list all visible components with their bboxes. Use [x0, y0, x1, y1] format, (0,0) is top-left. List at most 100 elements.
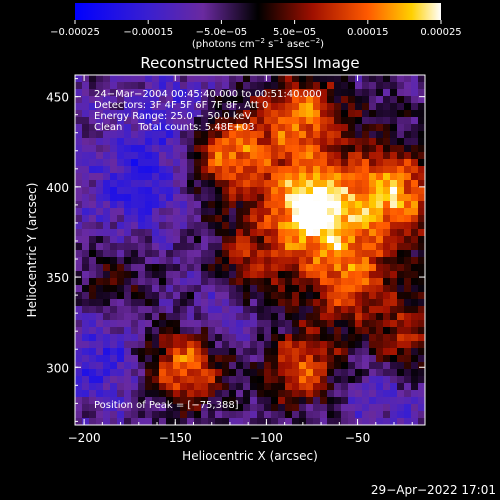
heatmap-cell	[180, 124, 188, 132]
heatmap-cell	[327, 159, 335, 167]
heatmap-cell	[166, 145, 174, 153]
heatmap-cell	[215, 236, 223, 244]
heatmap-cell	[89, 215, 97, 223]
heatmap-cell	[383, 292, 391, 300]
heatmap-cell	[348, 103, 356, 111]
heatmap-cell	[271, 75, 279, 83]
heatmap-cell	[173, 250, 181, 258]
heatmap-cell	[159, 208, 167, 216]
heatmap-cell	[397, 145, 405, 153]
heatmap-cell	[124, 292, 132, 300]
heatmap-cell	[173, 348, 181, 356]
heatmap-cell	[404, 124, 412, 132]
heatmap-cell	[306, 418, 314, 425]
heatmap-cell	[82, 138, 90, 146]
heatmap-cell	[110, 215, 118, 223]
heatmap-cell	[376, 124, 384, 132]
heatmap-cell	[131, 194, 139, 202]
heatmap-cell	[96, 229, 104, 237]
heatmap-cell	[306, 82, 314, 90]
heatmap-cell	[313, 250, 321, 258]
heatmap-cell	[348, 75, 356, 83]
heatmap-cell	[418, 390, 425, 398]
heatmap-cell	[264, 159, 272, 167]
x-tick-label: −50	[345, 431, 370, 445]
heatmap-cell	[215, 159, 223, 167]
heatmap-cell	[285, 110, 293, 118]
heatmap-cell	[348, 208, 356, 216]
heatmap-cell	[383, 131, 391, 139]
heatmap-cell	[243, 390, 251, 398]
heatmap-cell	[390, 159, 398, 167]
heatmap-cell	[110, 327, 118, 335]
heatmap-cell	[75, 250, 83, 258]
heatmap-cell	[187, 411, 195, 419]
heatmap-cell	[292, 215, 300, 223]
heatmap-cell	[103, 313, 111, 321]
heatmap-cell	[320, 208, 328, 216]
heatmap-cell	[96, 243, 104, 251]
heatmap-cell	[145, 341, 153, 349]
heatmap-cell	[418, 327, 425, 335]
heatmap-cell	[411, 320, 419, 328]
heatmap-cell	[320, 390, 328, 398]
heatmap-cell	[271, 138, 279, 146]
heatmap-cell	[96, 187, 104, 195]
heatmap-cell	[250, 166, 258, 174]
heatmap-cell	[257, 334, 265, 342]
heatmap-cell	[320, 75, 328, 83]
heatmap-cell	[418, 103, 425, 111]
heatmap-cell	[334, 82, 342, 90]
heatmap-cell	[236, 236, 244, 244]
heatmap-cell	[404, 194, 412, 202]
heatmap-cell	[103, 334, 111, 342]
colorbar-gradient	[75, 3, 441, 20]
heatmap-cell	[341, 369, 349, 377]
heatmap-cell	[131, 110, 139, 118]
heatmap-cell	[313, 257, 321, 265]
heatmap-cell	[264, 313, 272, 321]
heatmap-cell	[355, 180, 363, 188]
heatmap-cell	[383, 103, 391, 111]
heatmap-cell	[166, 159, 174, 167]
heatmap-cell	[404, 96, 412, 104]
heatmap-cell	[320, 250, 328, 258]
heatmap-cell	[75, 236, 83, 244]
heatmap-cell	[166, 404, 174, 412]
heatmap-cell	[369, 334, 377, 342]
heatmap-cell	[271, 278, 279, 286]
heatmap-cell	[341, 152, 349, 160]
heatmap-cell	[411, 180, 419, 188]
heatmap-cell	[292, 341, 300, 349]
heatmap-cell	[89, 390, 97, 398]
heatmap-cell	[82, 187, 90, 195]
heatmap-cell	[257, 327, 265, 335]
heatmap-cell	[117, 404, 125, 412]
heatmap-cell	[201, 397, 209, 405]
heatmap-cell	[82, 96, 90, 104]
heatmap-cell	[243, 376, 251, 384]
heatmap-cell	[173, 306, 181, 314]
heatmap-cell	[390, 341, 398, 349]
heatmap-cell	[264, 264, 272, 272]
heatmap-cell	[292, 187, 300, 195]
heatmap-cell	[236, 187, 244, 195]
heatmap-cell	[390, 194, 398, 202]
heatmap-cell	[292, 166, 300, 174]
heatmap-cell	[348, 299, 356, 307]
heatmap-cell	[131, 201, 139, 209]
heatmap-cell	[187, 75, 195, 83]
heatmap-cell	[187, 194, 195, 202]
heatmap-cell	[306, 250, 314, 258]
heatmap-cell	[152, 208, 160, 216]
heatmap-cell	[215, 110, 223, 118]
heatmap-cell	[152, 103, 160, 111]
heatmap-cell	[236, 397, 244, 405]
heatmap-cell	[397, 250, 405, 258]
heatmap-cell	[299, 397, 307, 405]
heatmap-cell	[145, 201, 153, 209]
heatmap-cell	[271, 327, 279, 335]
heatmap-cell	[89, 327, 97, 335]
heatmap-cell	[145, 222, 153, 230]
heatmap-cell	[89, 110, 97, 118]
